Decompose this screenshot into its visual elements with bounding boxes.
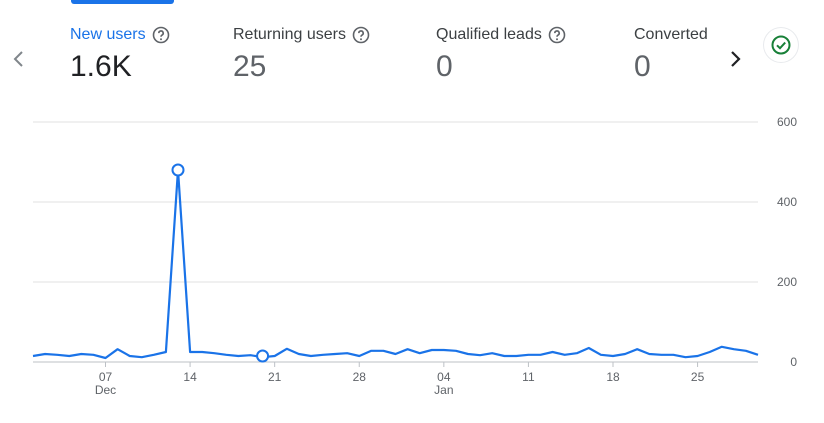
help-circle-icon[interactable] (548, 26, 566, 44)
data-point-marker (171, 163, 185, 177)
check-circle-icon (771, 35, 791, 55)
x-tick-label: 07 (99, 370, 113, 384)
status-check-button[interactable] (764, 28, 798, 62)
metric-returning-users[interactable]: Returning users 25 (233, 24, 370, 84)
x-tick-label: 11 (522, 370, 535, 384)
x-tick-label: 25 (691, 370, 705, 384)
metric-converted[interactable]: Converted 0 (634, 24, 708, 84)
x-tick-label: 04 (437, 370, 451, 384)
metric-label: Returning users (233, 26, 346, 43)
y-tick-label: 400 (777, 195, 797, 209)
x-tick-label: 18 (606, 370, 620, 384)
x-tick-label: 21 (268, 370, 282, 384)
selected-tab-indicator (71, 0, 174, 4)
metric-value: 1.6K (70, 50, 132, 83)
y-tick-label: 0 (790, 355, 797, 369)
metric-label: New users (70, 26, 146, 43)
metric-value: 0 (436, 50, 453, 83)
y-tick-label: 600 (777, 115, 797, 129)
metric-label: Converted (634, 26, 708, 43)
metric-label: Qualified leads (436, 26, 542, 43)
help-circle-icon[interactable] (152, 26, 170, 44)
x-tick-label: 14 (183, 370, 197, 384)
y-tick-label: 200 (777, 275, 797, 289)
previous-metrics-button[interactable] (8, 44, 30, 74)
metric-qualified-leads[interactable]: Qualified leads 0 (436, 24, 566, 84)
data-point-marker (256, 349, 270, 363)
series-line (32, 168, 759, 360)
x-tick-sublabel: Dec (95, 383, 116, 397)
metric-value: 25 (233, 50, 267, 83)
metric-new-users[interactable]: New users 1.6K (70, 24, 170, 84)
help-circle-icon[interactable] (352, 26, 370, 44)
next-metrics-button[interactable] (724, 44, 746, 74)
chevron-left-icon (13, 51, 23, 67)
chevron-right-icon (731, 51, 741, 67)
metric-value: 0 (634, 50, 651, 83)
x-tick-sublabel: Jan (434, 383, 453, 397)
x-tick-label: 28 (353, 370, 367, 384)
